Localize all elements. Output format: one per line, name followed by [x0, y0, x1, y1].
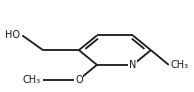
Text: O: O: [75, 75, 83, 85]
Text: CH₃: CH₃: [171, 60, 189, 70]
Text: HO: HO: [5, 30, 20, 40]
Text: N: N: [129, 60, 137, 70]
Text: CH₃: CH₃: [23, 75, 41, 85]
